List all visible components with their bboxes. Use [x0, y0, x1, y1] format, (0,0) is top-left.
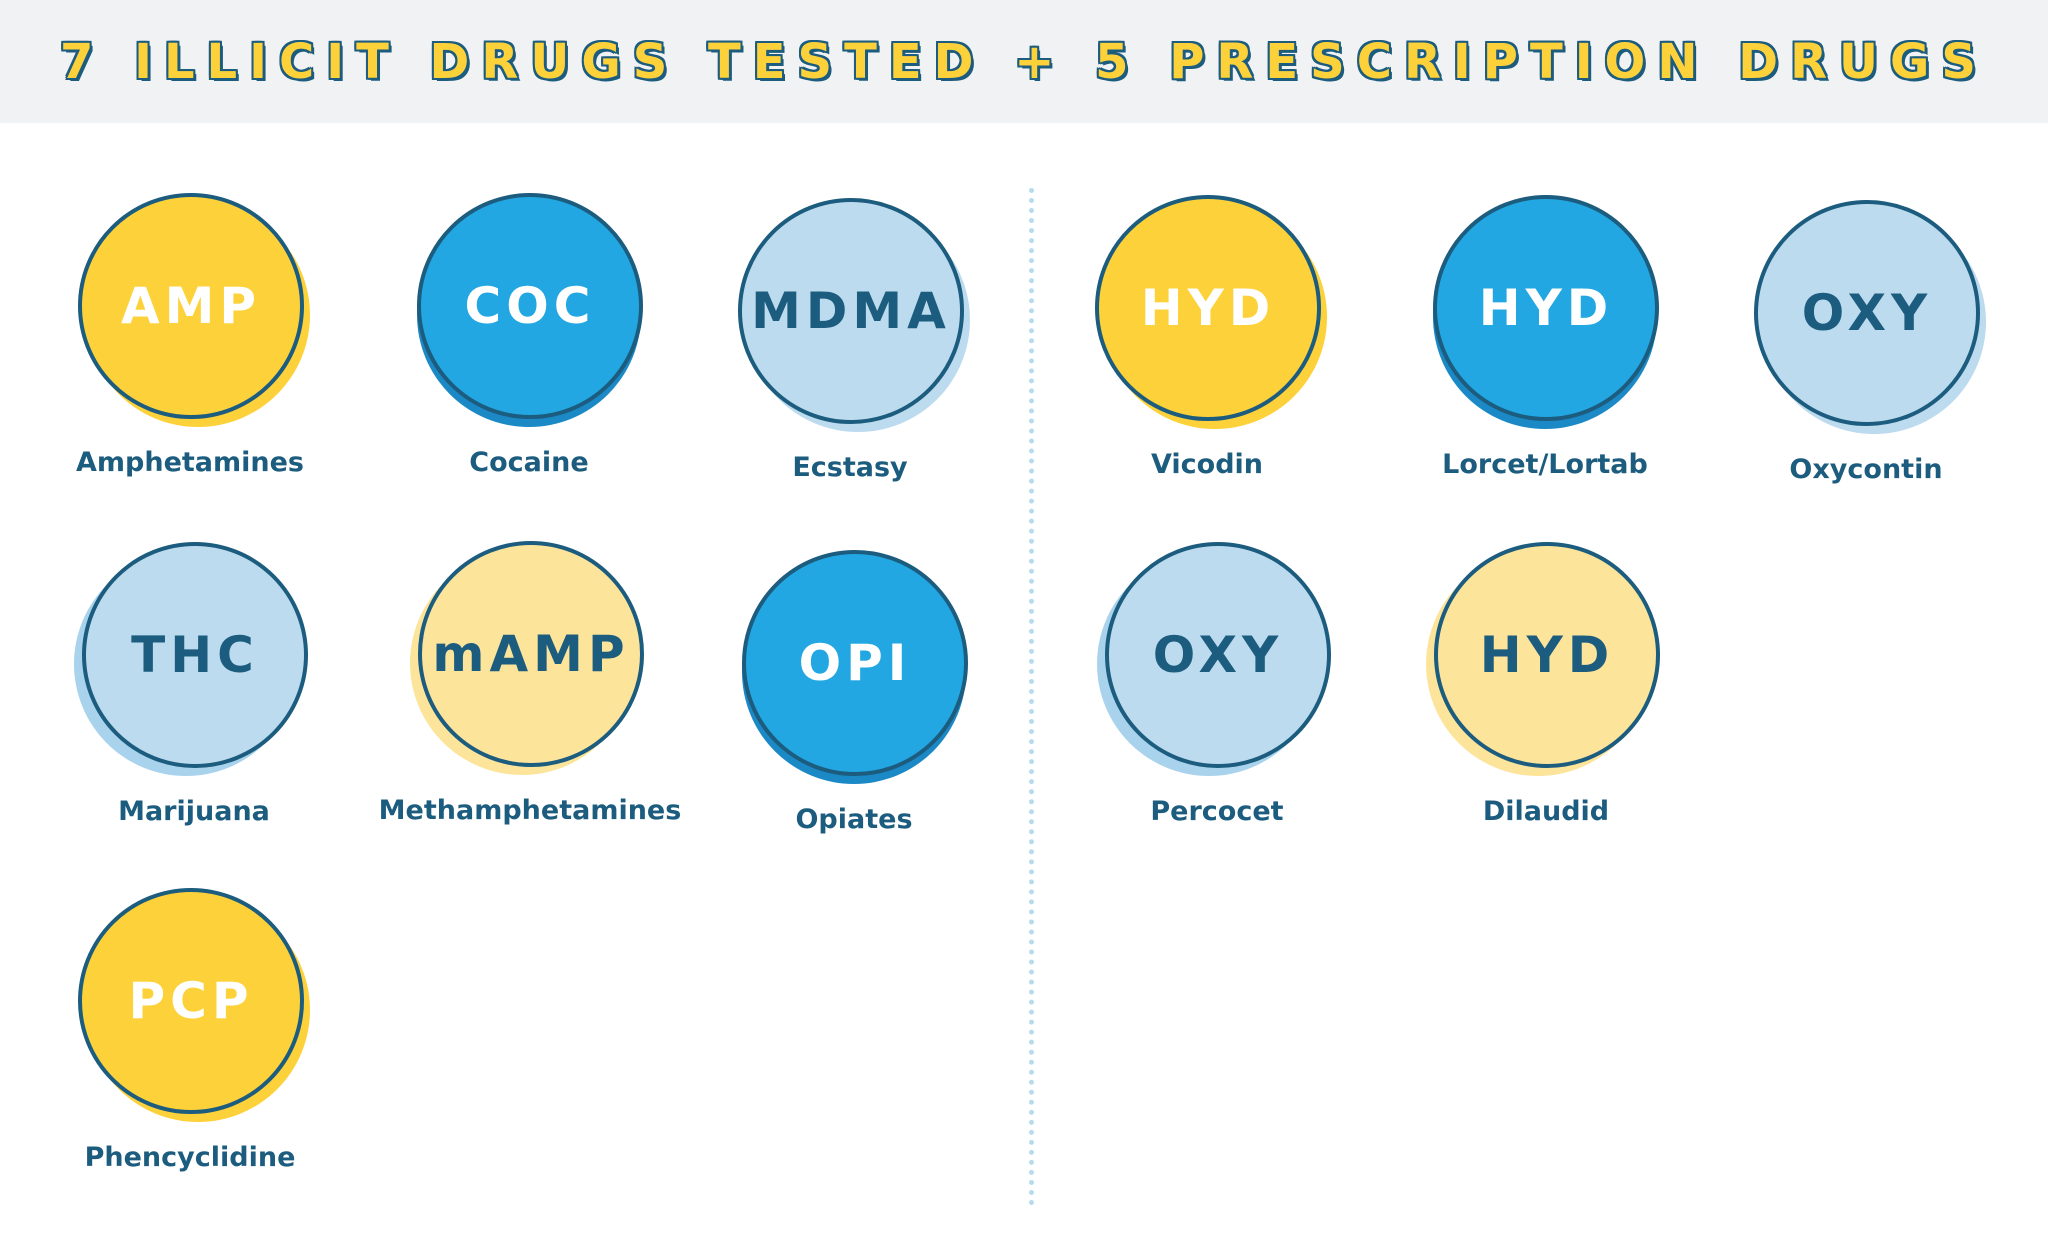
drug-badge-cocaine: COC Cocaine	[364, 148, 694, 488]
badge-abbreviation: HYD	[1140, 279, 1276, 337]
badge-abbreviation: PCP	[128, 972, 254, 1030]
drug-badge-lorcet-lortab: HYD Lorcet/Lortab	[1380, 150, 1710, 490]
drug-name: Dilaudid	[1482, 796, 1610, 827]
drug-name: Amphetamines	[75, 447, 304, 478]
badge-circle: HYD	[1433, 195, 1659, 421]
badge-circle: HYD	[1434, 542, 1660, 768]
drug-name: Percocet	[1150, 796, 1284, 827]
column-divider	[1029, 188, 1034, 1206]
drug-badge-marijuana: THC Marijuana	[29, 497, 359, 837]
badge-abbreviation: HYD	[1478, 279, 1614, 337]
page-title: 7 ILLICIT DRUGS TESTED + 5 PRESCRIPTION …	[60, 33, 1988, 90]
drug-badge-vicodin: HYD Vicodin	[1042, 150, 1372, 490]
badge-circle: OPI	[742, 550, 968, 776]
badge-circle: OXY	[1754, 200, 1980, 426]
drug-badge-ecstasy: MDMA Ecstasy	[685, 153, 1015, 493]
badge-abbreviation: mAMP	[432, 625, 630, 683]
drug-name: Oxycontin	[1789, 454, 1943, 485]
drug-name: Vicodin	[1150, 449, 1264, 480]
badge-circle: AMP	[78, 193, 304, 419]
badge-circle: MDMA	[738, 198, 964, 424]
badge-circle: mAMP	[418, 541, 644, 767]
drug-badge-opiates: OPI Opiates	[689, 505, 1019, 845]
badge-abbreviation: OXY	[1801, 284, 1933, 342]
drug-name: Phencyclidine	[84, 1142, 296, 1173]
title-banner: 7 ILLICIT DRUGS TESTED + 5 PRESCRIPTION …	[0, 0, 2048, 123]
drug-badge-phencyclidine: PCP Phencyclidine	[25, 843, 355, 1183]
drug-name: Ecstasy	[792, 452, 908, 483]
drug-badge-dilaudid: HYD Dilaudid	[1381, 497, 1711, 837]
drug-name: Lorcet/Lortab	[1442, 449, 1648, 480]
badge-abbreviation: MDMA	[751, 282, 951, 340]
badge-circle: COC	[417, 193, 643, 419]
badge-abbreviation: OPI	[798, 634, 912, 692]
badge-circle: OXY	[1105, 542, 1331, 768]
badge-abbreviation: HYD	[1479, 626, 1615, 684]
drug-name: Marijuana	[118, 796, 270, 827]
badge-abbreviation: COC	[464, 277, 596, 335]
drug-badge-percocet: OXY Percocet	[1052, 497, 1382, 837]
badge-abbreviation: OXY	[1152, 626, 1284, 684]
badge-circle: THC	[82, 542, 308, 768]
badge-abbreviation: AMP	[120, 277, 262, 335]
drug-name: Cocaine	[469, 447, 589, 478]
badge-circle: HYD	[1095, 195, 1321, 421]
badge-abbreviation: THC	[131, 626, 259, 684]
badge-circle: PCP	[78, 888, 304, 1114]
drug-name: Opiates	[795, 804, 913, 835]
drug-badge-amphetamines: AMP Amphetamines	[25, 148, 355, 488]
drug-badge-methamphetamines: mAMP Methamphetamines	[365, 496, 695, 836]
drug-badge-oxycontin: OXY Oxycontin	[1701, 155, 2031, 495]
drug-name: Methamphetamines	[378, 795, 682, 826]
